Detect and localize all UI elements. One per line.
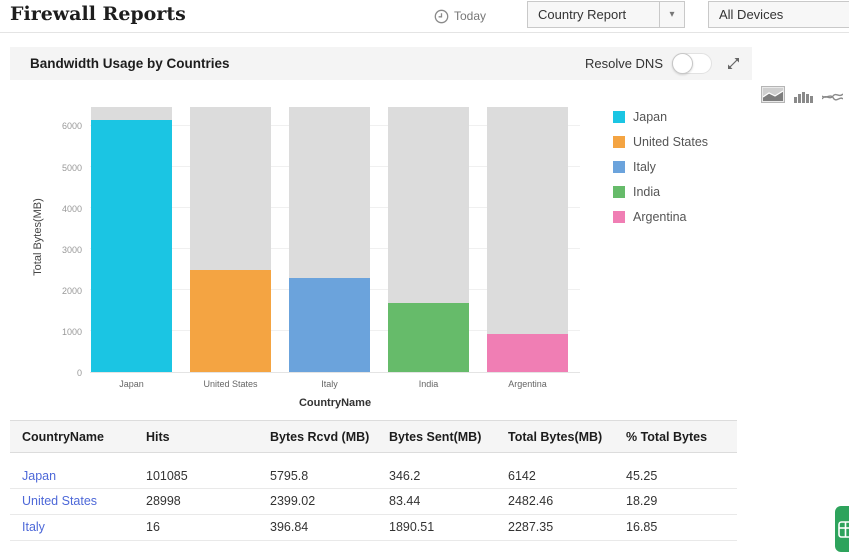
legend-swatch (613, 211, 625, 223)
country-link[interactable]: Italy (22, 520, 45, 534)
resolve-dns-toggle[interactable] (672, 53, 712, 74)
table-cell: 16 (146, 520, 160, 534)
legend-label: United States (633, 135, 709, 149)
legend-label: Italy (633, 160, 656, 174)
country-link[interactable]: United States (22, 494, 98, 508)
table-header-cell[interactable]: Total Bytes(MB) (508, 430, 603, 444)
table-header-row: CountryName Hits Bytes Rcvd (MB) Bytes Sent… (10, 420, 737, 453)
chevron-down-icon: ▾ (659, 2, 684, 27)
x-tick-label: India (418, 379, 439, 389)
legend-label: Argentina (633, 210, 687, 224)
time-filter-button[interactable]: Today (434, 6, 486, 26)
legend-swatch (613, 186, 625, 198)
country-link[interactable]: Japan (22, 469, 57, 483)
table-cell: 346.2 (389, 469, 421, 483)
legend-swatch (613, 136, 625, 148)
bar-chart-icon[interactable] (794, 89, 813, 103)
country-report-table: CountryName Hits Bytes Rcvd (MB) Bytes Sent… (10, 420, 737, 541)
table-cell: 2399.02 (270, 494, 316, 508)
bandwidth-panel-header: Bandwidth Usage by Countries Resolve DNS (10, 47, 752, 80)
bar-italy[interactable] (289, 278, 370, 372)
table-cell: 396.84 (270, 520, 309, 534)
table-cell: 18.29 (626, 494, 658, 508)
area-chart-icon[interactable] (761, 86, 785, 103)
x-tick-label: Argentina (508, 379, 547, 389)
table-cell: 101085 (146, 469, 188, 483)
table-header-cell[interactable]: % Total Bytes (626, 430, 708, 444)
chart-legend: Japan United States Italy India Argentina (613, 110, 708, 235)
table-header-cell[interactable]: Bytes Rcvd (MB) (270, 430, 370, 444)
table-header-cell[interactable]: CountryName (22, 430, 104, 444)
legend-item-united-states[interactable]: United States (613, 135, 708, 149)
bar-japan[interactable] (91, 119, 172, 372)
panel-title: Bandwidth Usage by Countries (30, 56, 230, 71)
chat-icon (838, 519, 849, 539)
table-cell: 2287.35 (508, 520, 554, 534)
x-tick-label: Italy (321, 379, 338, 389)
legend-item-italy[interactable]: Italy (613, 160, 708, 174)
report-type-select[interactable]: Country Report ▾ (527, 1, 685, 28)
table-header-cell[interactable]: Hits (146, 430, 170, 444)
y-tick-label: 6000 (61, 121, 82, 132)
y-tick-label: 2000 (61, 285, 82, 296)
bandwidth-chart: Total Bytes(MB) 0 1000 2000 3000 4000 5000 600… (0, 84, 849, 414)
chat-fab-button[interactable] (835, 506, 849, 552)
x-axis-title: CountryName (298, 397, 372, 409)
table-row: United States 28998 2399.02 83.44 2482.46 18.… (10, 489, 737, 515)
legend-item-argentina[interactable]: Argentina (613, 210, 708, 224)
plot-area (90, 107, 580, 373)
bar-india[interactable] (388, 302, 469, 372)
x-tick-label: Japan (119, 379, 144, 389)
chart-type-switcher (761, 86, 843, 103)
table-row: Italy 16 396.84 1890.51 2287.35 16.85 (10, 515, 737, 541)
top-header: Firewall Reports Today Country Report ▾ … (0, 0, 849, 33)
y-tick-label: 0 (76, 368, 82, 378)
legend-item-japan[interactable]: Japan (613, 110, 708, 124)
bar-argentina[interactable] (487, 333, 568, 372)
bar-united-states[interactable] (190, 270, 271, 372)
x-tick-label: United States (203, 379, 258, 389)
expand-icon[interactable] (727, 57, 740, 70)
y-tick-label: 4000 (61, 203, 82, 214)
legend-item-india[interactable]: India (613, 185, 708, 199)
device-select[interactable]: All Devices (708, 1, 849, 28)
clock-icon (434, 9, 449, 24)
legend-label: Japan (633, 110, 668, 124)
y-axis-title: Total Bytes(MB) (32, 198, 44, 276)
table-cell: 83.44 (389, 494, 421, 508)
y-tick-label: 3000 (61, 244, 82, 255)
device-select-value: All Devices (719, 7, 784, 22)
time-filter-label: Today (454, 9, 487, 23)
table-cell: 6142 (508, 469, 536, 483)
table-cell: 45.25 (626, 469, 658, 483)
legend-label: India (633, 185, 661, 199)
legend-swatch (613, 111, 625, 123)
line-chart-icon[interactable] (822, 90, 843, 103)
page-title: Firewall Reports (10, 3, 186, 25)
resolve-dns-label: Resolve DNS (584, 56, 663, 71)
toggle-knob (672, 53, 693, 74)
y-tick-label: 1000 (61, 326, 82, 337)
y-tick-label: 5000 (61, 162, 82, 173)
table-cell: 2482.46 (508, 494, 554, 508)
table-header-cell[interactable]: Bytes Sent(MB) (389, 430, 482, 444)
table-cell: 1890.51 (389, 520, 435, 534)
table-cell: 5795.8 (270, 469, 309, 483)
report-type-value: Country Report (538, 7, 627, 22)
table-row: Japan 101085 5795.8 346.2 6142 45.25 (10, 453, 737, 489)
bar-track-argentina[interactable] (487, 107, 568, 372)
legend-swatch (613, 161, 625, 173)
table-cell: 16.85 (626, 520, 658, 534)
table-cell: 28998 (146, 494, 181, 508)
